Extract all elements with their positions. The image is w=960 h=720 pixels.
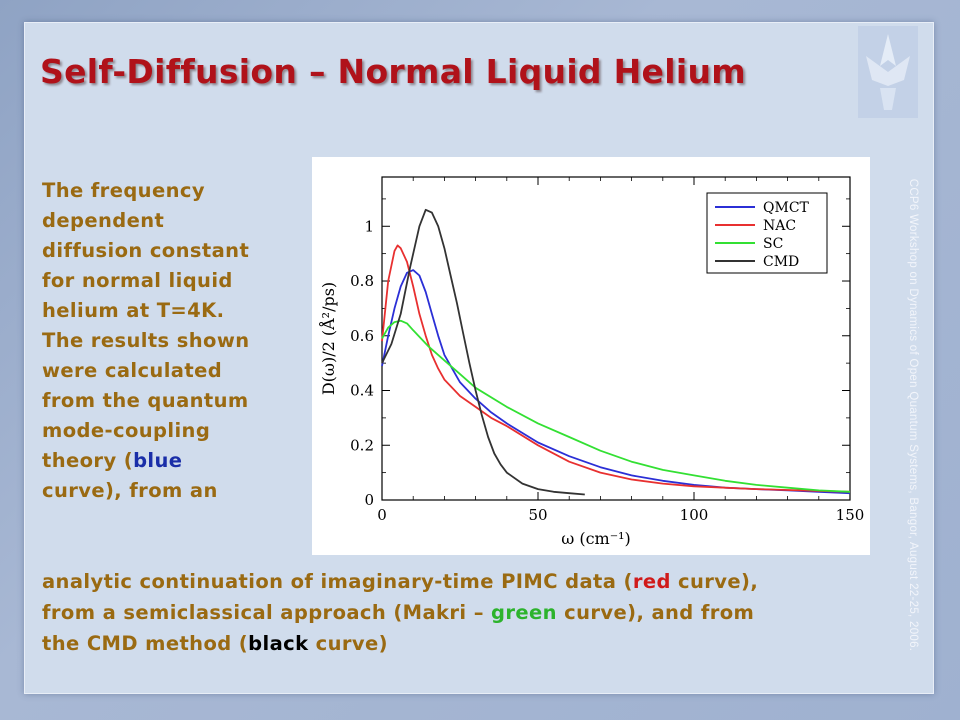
slide-title: Self-Diffusion – Normal Liquid Helium — [40, 52, 746, 91]
left-text-line: were calculated — [42, 359, 223, 382]
footer-text: CCP6 Workshop on Dynamics of Open Quantu… — [907, 178, 919, 652]
description-text-bottom: analytic continuation of imaginary-time … — [42, 566, 902, 659]
series-line-cmd — [381, 208, 585, 496]
black-word: black — [248, 632, 309, 655]
legend-label: CMD — [763, 254, 799, 270]
bottom-text-line: the CMD method (black curve) — [42, 628, 902, 659]
text-fragment: analytic continuation of imaginary-time … — [42, 570, 633, 593]
left-text-line: dependent — [42, 209, 165, 232]
y-tick-label: 0.4 — [350, 382, 374, 400]
y-tick-label: 0.6 — [350, 327, 374, 345]
text-fragment: the CMD method ( — [42, 632, 249, 655]
left-text-line: The results shown — [42, 329, 250, 352]
bottom-text-line: analytic continuation of imaginary-time … — [42, 566, 902, 597]
left-text-line: The frequency — [42, 179, 205, 202]
legend-label: NAC — [763, 218, 796, 234]
x-tick-label: 50 — [528, 506, 547, 524]
legend-label: QMCT — [763, 200, 810, 216]
y-axis-label: D(ω)/2 (Å²/ps) — [318, 282, 338, 395]
x-tick-label: 0 — [377, 506, 387, 524]
blue-word: blue — [133, 449, 183, 472]
text-fragment: curve), — [670, 570, 759, 593]
text-fragment: theory ( — [42, 449, 134, 472]
bottom-text-line: from a semiclassical approach (Makri – g… — [42, 597, 902, 628]
series-line-nac — [381, 244, 851, 493]
y-tick-label: 0 — [364, 491, 374, 509]
description-text-left: The frequency dependent diffusion constant… — [42, 176, 304, 506]
series-line-qmct — [381, 269, 851, 495]
university-logo-icon — [858, 26, 918, 118]
text-fragment: curve) — [308, 632, 388, 655]
text-fragment: from a semiclassical approach (Makri – — [42, 601, 492, 624]
series-line-sc — [381, 319, 851, 493]
y-tick-label: 0.2 — [350, 436, 374, 454]
left-text-line: mode-coupling — [42, 419, 211, 442]
x-axis-label: ω (cm⁻¹) — [561, 529, 631, 548]
text-fragment: curve), and from — [556, 601, 755, 624]
left-text-line: helium at T=4K. — [42, 299, 225, 322]
x-tick-label: 100 — [680, 506, 709, 524]
left-text-line: theory (blue — [42, 446, 304, 476]
y-tick-label: 1 — [364, 217, 374, 235]
diffusion-chart: 0 50 100 150 0 0.2 0.4 0.6 0.8 1 ω (cm⁻¹) D(ω)/2 (Å… — [312, 157, 870, 555]
red-word: red — [632, 570, 671, 593]
y-tick-label: 0.8 — [350, 272, 374, 290]
chart-svg: 0 50 100 150 0 0.2 0.4 0.6 0.8 1 ω (cm⁻¹) D(ω)/2 (Å… — [318, 176, 865, 548]
left-text-line: diffusion constant — [42, 239, 250, 262]
x-tick-label: 150 — [836, 506, 865, 524]
left-text-line: from the quantum — [42, 389, 249, 412]
legend-label: SC — [763, 236, 783, 252]
green-word: green — [491, 601, 557, 624]
left-text-line: curve), from an — [42, 479, 218, 502]
left-text-line: for normal liquid — [42, 269, 233, 292]
